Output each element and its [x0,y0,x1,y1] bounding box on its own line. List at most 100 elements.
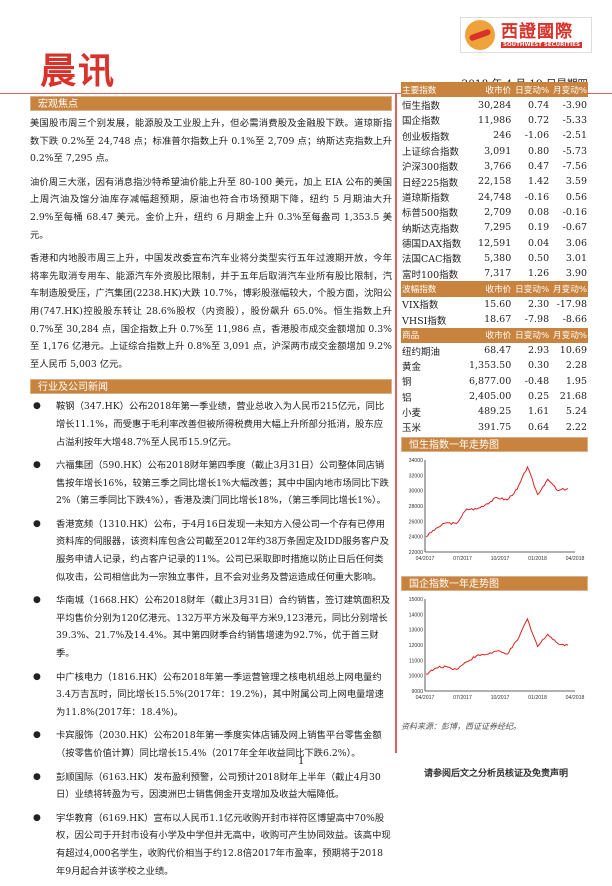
table-row: 法国CAC指数 5,380 0.50 3.01 [401,251,588,266]
index-name: 德国DAX指数 [402,239,462,251]
table-header-row: 主要指数 收市价 日变动% 月变动% [401,82,588,98]
report-title: 晨讯 [40,50,117,92]
index-name: 铝 [402,392,412,404]
index-name: 上证综合指数 [402,147,460,159]
table-value: -2.51 [562,130,587,142]
section-heading-macro: 宏观焦点 [30,96,392,111]
index-name: 铜 [402,377,412,389]
table-value: 2.28 [565,360,587,372]
chart-heading-hsi: 恒生指数一年走势图 [401,436,588,452]
table-value: 0.50 [527,252,550,264]
table-value: 2.93 [527,345,550,357]
y-tick-label: 34000 [409,458,424,464]
table-value: 30,284 [478,99,512,111]
index-name: 恒生指数 [402,101,441,113]
bullet-icon: ● [33,460,41,471]
table-value: 0.64 [527,421,550,433]
news-list: ● 鞍钢（347.HK）公布2018年第一季业绩，营业总收入为人民币215亿元，同… [30,398,392,880]
index-name: 国企指数 [402,116,441,128]
news-text: 卡宾服饰（2030.HK）公布2018年第一季度实体店铺及网上销售平台零售金额（… [56,730,382,759]
bullet-icon: ● [33,595,41,606]
x-tick-label: 01/2018 [528,695,547,701]
left-column: 宏观焦点 美国股市周三个别发展，能源股及工业股上升，但必需消费股及金融股下跌。道… [30,96,392,886]
table-value: 18.67 [484,314,512,326]
table-row: 恒生指数 30,284 0.74 -3.90 [401,97,588,113]
market-table: 主要指数 收市价 日变动% 月变动% 恒生指数 30,284 0.74 -3.90 国企指数 11… [401,82,588,435]
news-item: ● 卡宾服饰（2030.HK）公布2018年第一季度实体店铺及网上销售平台零售金额… [30,727,392,762]
macro-paragraph: 油价周三大涨，因有消息指沙特希望油价能上升至 80-100 美元，加上 EIA … [30,176,392,241]
table-value: -0.67 [562,222,587,234]
table-value: 3.90 [565,268,587,280]
hscei-chart: 150001400013000120001100010000900004/201… [409,597,585,701]
chart-heading-hscei: 国企指数一年走势图 [401,575,588,591]
column-header: 月变动% [550,82,588,98]
column-header: 日变动% [512,82,551,98]
table-value: 0.72 [527,114,550,126]
index-name: 法国CAC指数 [402,254,462,266]
table-value: -0.16 [524,191,550,203]
table-value: 0.56 [565,191,587,203]
table-value: 0.19 [527,222,550,234]
table-value: 1.95 [565,375,587,387]
header-divider [0,93,612,94]
column-divider [395,93,397,753]
x-tick-label: 04/2018 [566,695,585,701]
news-text: 中广核电力（1816.HK）公布2018年第一季运营管理之核电机组总上网电量约3… [56,671,384,718]
column-header: 波幅指数 [401,281,466,297]
table-row: 黄金 1,353.50 0.30 2.28 [401,358,588,373]
table-value: -8.66 [562,314,587,326]
news-item: ● 六福集团（590.HK）公布2018财年第四季度（截止3月31日）公司整体同店… [30,457,392,510]
section-heading-news: 行业及公司新闻 [30,379,392,395]
table-value: 0.30 [527,360,550,372]
y-tick-label: 24000 [409,535,424,541]
table-value: 68.47 [484,345,512,357]
table-value: -1.06 [524,130,550,142]
index-name: VHSI指数 [402,315,447,327]
y-tick-label: 9000 [411,689,423,695]
right-column: 主要指数 收市价 日变动% 月变动% 恒生指数 30,284 0.74 -3.90 国企指数 11… [401,82,588,732]
table-value: 3,766 [484,160,512,172]
bullet-icon: ● [33,518,41,529]
table-value: -7.56 [562,160,587,172]
table-value: 2,709 [484,206,512,218]
table-value: 3.06 [565,237,587,249]
table-row: 纳斯达克指数 7,295 0.19 -0.67 [401,220,588,235]
y-tick-label: 28000 [409,504,424,510]
table-value: 246 [493,130,512,142]
column-header: 月变动% [550,327,588,343]
x-tick-label: 04/2018 [566,556,585,562]
column-header: 收市价 [465,327,513,343]
table-value: -7.98 [524,314,550,326]
index-name: 标普500指数 [402,208,459,220]
index-name: 玉米 [402,423,422,435]
column-header: 月变动% [550,281,588,297]
table-value: 3.01 [565,252,587,264]
table-value: 6,877.00 [468,375,512,387]
table-value: -5.33 [562,114,587,126]
index-name: 纳斯达克指数 [402,223,460,235]
table-value: 3,091 [484,145,512,157]
table-row: 标普500指数 2,709 0.08 -0.16 [401,205,588,220]
table-row: 日经225指数 22,158 1.42 3.59 [401,174,588,189]
table-value: 0.47 [527,160,550,172]
bullet-icon: ● [33,671,41,682]
y-tick-label: 14000 [409,612,424,618]
table-row: 创业板指数 246 -1.06 -2.51 [401,128,588,143]
table-value: 0.08 [527,206,550,218]
table-row: 沪深300指数 3,766 0.47 -7.56 [401,159,588,174]
table-value: 5.24 [565,406,587,418]
news-item: ● 香港宽频（1310.HK）公布，于4月16日发现一未知方入侵公司一个存有已停用… [30,516,392,586]
news-item: ● 宇华教育（6169.HK）宣布以人民币1.1亿元收购开封市祥符区博望高中70%… [30,810,392,880]
table-row: 铝 2,405.00 0.25 21.68 [401,389,588,404]
news-text: 鞍钢（347.HK）公布2018年第一季业绩，营业总收入为人民币215亿元，同比… [56,401,385,448]
hsi-chart: 3400032000300002800026000240002200004/20… [409,458,585,562]
index-name: 黄金 [402,361,422,373]
table-value: -17.98 [556,298,587,310]
y-tick-label: 26000 [409,519,424,525]
bullet-icon: ● [33,401,41,412]
news-text: 宇华教育（6169.HK）宣布以人民币1.1亿元收购开封市祥符区博望高中70%股… [56,812,391,877]
x-tick-label: 10/2017 [491,556,510,562]
y-tick-label: 22000 [409,550,424,556]
table-header-row: 波幅指数 收市价 日变动% 月变动% [401,281,588,297]
y-tick-label: 15000 [409,597,424,603]
